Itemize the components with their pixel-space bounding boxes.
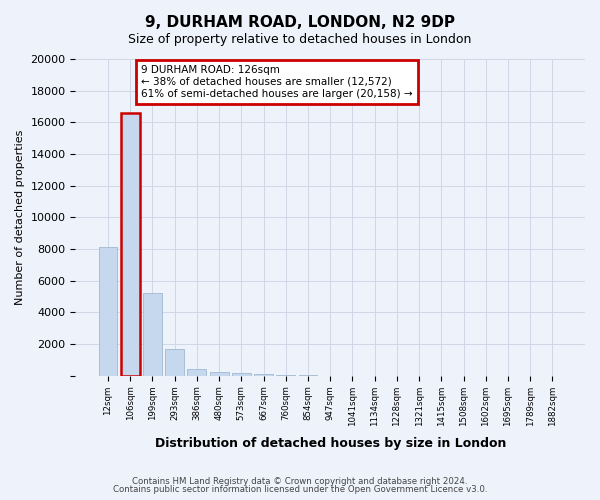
Bar	[121, 113, 140, 376]
Bar	[165, 349, 184, 376]
Bar	[98, 248, 118, 376]
Bar	[277, 375, 295, 376]
Bar	[187, 369, 206, 376]
Bar	[254, 374, 273, 376]
Text: Size of property relative to detached houses in London: Size of property relative to detached ho…	[128, 32, 472, 46]
Bar	[232, 374, 251, 376]
Text: Contains public sector information licensed under the Open Government Licence v3: Contains public sector information licen…	[113, 485, 487, 494]
X-axis label: Distribution of detached houses by size in London: Distribution of detached houses by size …	[155, 437, 506, 450]
Text: Contains HM Land Registry data © Crown copyright and database right 2024.: Contains HM Land Registry data © Crown c…	[132, 477, 468, 486]
Bar	[209, 372, 229, 376]
Text: 9, DURHAM ROAD, LONDON, N2 9DP: 9, DURHAM ROAD, LONDON, N2 9DP	[145, 15, 455, 30]
Text: 9 DURHAM ROAD: 126sqm
← 38% of detached houses are smaller (12,572)
61% of semi-: 9 DURHAM ROAD: 126sqm ← 38% of detached …	[142, 66, 413, 98]
Y-axis label: Number of detached properties: Number of detached properties	[15, 130, 25, 305]
Bar	[143, 292, 162, 376]
